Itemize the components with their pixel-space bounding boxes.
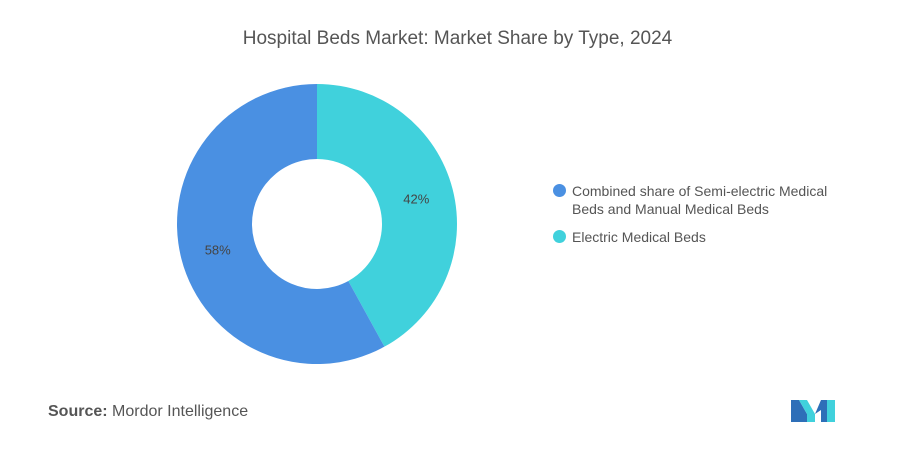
legend-label-electric: Electric Medical Beds [572,229,706,245]
legend-item-electric: Electric Medical Beds [553,228,873,246]
legend-item-combined: Combined share of Semi-electric Medical … [553,182,873,218]
source-value: Mordor Intelligence [112,403,249,420]
legend-marker-electric [553,230,566,243]
mordor-intelligence-logo-icon [791,400,835,422]
chart-title: Hospital Beds Market: Market Share by Ty… [242,28,673,49]
source-key: Source: [48,403,108,420]
slice-electric [317,84,457,347]
slice-combined [177,84,385,364]
legend-label-combined: Combined share of Semi-electric Medical … [572,183,828,217]
slice-label-combined: 58% [205,242,231,257]
legend-marker-combined [553,184,566,197]
slice-label-electric: 42% [403,192,429,207]
legend: Combined share of Semi-electric Medical … [553,182,873,256]
source-note: Source: Mordor Intelligence [48,403,248,421]
